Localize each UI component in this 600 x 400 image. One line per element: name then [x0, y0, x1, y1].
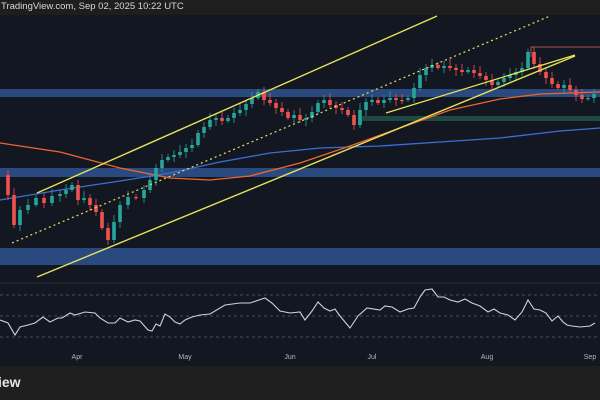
chart-area[interactable] [0, 15, 600, 353]
ma-orange-line [0, 91, 600, 181]
header-bar: TradingView.com, Sep 02, 2025 10:22 UTC [0, 0, 600, 15]
support-zones [0, 89, 600, 265]
x-tick-jun: Jun [284, 354, 296, 361]
middle-support-zone[interactable] [0, 168, 600, 177]
channel-broken-trendline[interactable] [385, 54, 576, 114]
time-axis[interactable]: Apr May Jun Jul Aug Sep [0, 353, 600, 366]
x-tick-jul: Jul [367, 354, 377, 361]
x-tick-apr: Apr [71, 354, 83, 361]
upper-support-zone[interactable] [0, 89, 600, 97]
footer-bar: iew [0, 366, 600, 400]
x-tick-aug: Aug [480, 354, 494, 361]
rsi-level-lines [0, 294, 600, 338]
channel-upper-line[interactable] [36, 15, 438, 194]
price-chart[interactable] [0, 15, 600, 353]
ma-blue-line [0, 127, 600, 201]
channel-mid-dotted-line[interactable] [11, 15, 551, 244]
channel-lower-line[interactable] [36, 55, 576, 278]
chart-title: TradingView.com, Sep 02, 2025 10:22 UTC [1, 1, 184, 12]
x-tick-sep: Sep [583, 354, 597, 361]
lower-support-zone[interactable] [0, 248, 600, 265]
brand-text: iew [0, 374, 21, 390]
candlesticks [6, 47, 596, 245]
x-tick-may: May [178, 354, 192, 361]
rsi-line [0, 288, 596, 337]
resistance-line[interactable] [530, 46, 600, 57]
teal-zone[interactable] [360, 116, 600, 121]
